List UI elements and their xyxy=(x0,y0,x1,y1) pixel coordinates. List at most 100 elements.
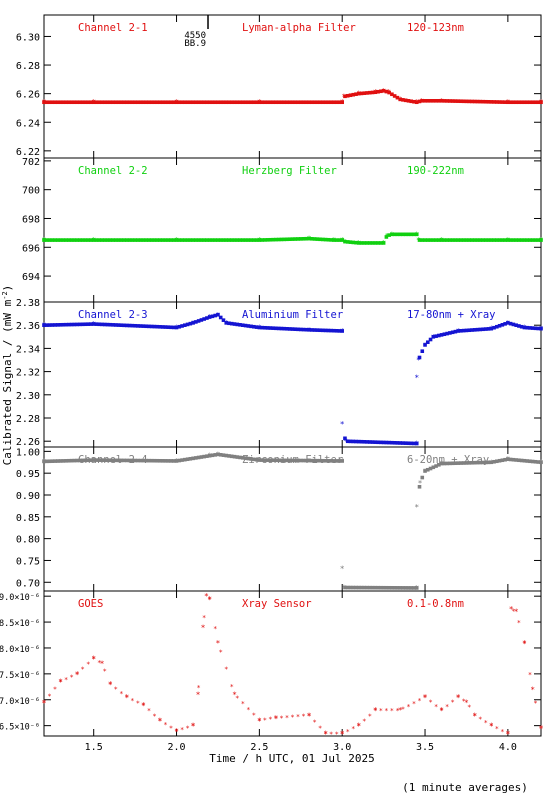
trace-point xyxy=(183,323,187,327)
trace-point: * xyxy=(103,667,107,675)
trace-point: * xyxy=(500,728,504,736)
trace-point xyxy=(108,238,113,242)
trace-point xyxy=(296,100,300,105)
trace-point xyxy=(276,237,281,242)
trace-point: * xyxy=(219,648,223,656)
trace-point xyxy=(329,100,333,105)
trace-point xyxy=(445,331,449,336)
trace-point xyxy=(431,99,436,103)
trace-point xyxy=(420,349,425,354)
trace-point: * xyxy=(279,714,283,722)
data-point: * xyxy=(489,722,494,731)
y-tick-label: 9.0×10⁻⁶ xyxy=(0,593,40,603)
trace-point xyxy=(94,458,99,462)
trace-point xyxy=(486,238,491,242)
trace-point xyxy=(326,100,331,105)
trace-point xyxy=(508,457,513,462)
trace-point xyxy=(511,322,516,327)
trace-point xyxy=(265,238,270,242)
trace-point xyxy=(105,100,110,105)
trace-point xyxy=(417,355,422,360)
trace-point xyxy=(334,100,339,105)
trace-point xyxy=(102,322,107,327)
trace-point xyxy=(158,238,162,242)
trace-point xyxy=(155,100,160,105)
trace-point xyxy=(42,100,46,105)
trace-point xyxy=(298,237,303,241)
trace-point xyxy=(475,460,480,465)
y-tick-label: 0.80 xyxy=(16,535,40,546)
data-point: * xyxy=(509,605,514,614)
trace-point xyxy=(437,333,441,338)
trace-point xyxy=(171,325,176,330)
trace-point xyxy=(301,327,306,332)
trace-point xyxy=(467,99,472,104)
trace-point xyxy=(495,324,499,329)
panel-label: 0.1-0.8nm xyxy=(407,598,464,610)
trace-point: * xyxy=(180,726,184,734)
y-axis-label-end: ) xyxy=(1,285,14,292)
trace-point xyxy=(450,330,455,335)
trace-point xyxy=(379,585,383,590)
trace-point xyxy=(337,238,342,242)
data-point: * xyxy=(373,706,378,715)
trace-point: * xyxy=(141,702,145,710)
trace-point xyxy=(100,238,104,242)
trace-point: * xyxy=(362,717,366,725)
series-trace xyxy=(42,312,543,446)
trace-point xyxy=(459,461,463,465)
trace-point xyxy=(229,321,234,326)
series-points: ***************** xyxy=(42,450,544,593)
trace-point xyxy=(80,100,85,105)
trace-point xyxy=(506,238,510,242)
trace-point xyxy=(78,238,82,242)
trace-point xyxy=(64,322,68,327)
trace-point xyxy=(268,458,273,463)
trace-point: * xyxy=(379,707,383,715)
trace-point xyxy=(202,454,206,459)
data-point: * xyxy=(108,680,113,689)
trace-point xyxy=(310,100,314,105)
trace-point xyxy=(495,100,499,104)
x-tick-label: 4.0 xyxy=(499,742,517,753)
trace-point xyxy=(365,241,369,245)
trace-point xyxy=(188,456,193,461)
trace-point xyxy=(152,458,157,463)
trace-point xyxy=(274,326,278,331)
trace-point xyxy=(152,100,157,105)
trace-point xyxy=(227,238,231,242)
trace-point: * xyxy=(285,714,289,722)
trace-point xyxy=(340,238,344,242)
trace-point: * xyxy=(539,725,543,733)
trace-point xyxy=(423,469,427,473)
trace-point xyxy=(337,100,342,105)
trace-point: * xyxy=(290,714,294,722)
trace-point xyxy=(525,238,529,242)
trace-point xyxy=(205,316,209,320)
trace-point xyxy=(199,238,204,242)
trace-point: * xyxy=(130,697,134,705)
trace-point xyxy=(392,441,397,445)
trace-point xyxy=(130,238,135,242)
trace-point xyxy=(315,458,320,463)
trace-point xyxy=(235,238,240,242)
trace-point xyxy=(445,238,449,242)
trace-point xyxy=(44,238,49,242)
trace-point xyxy=(495,459,499,464)
trace-point xyxy=(191,321,195,325)
y-tick-label: 0.85 xyxy=(16,513,40,524)
trace-point xyxy=(91,322,96,326)
trace-point xyxy=(343,585,347,590)
trace-point: * xyxy=(434,703,438,711)
trace-point: * xyxy=(47,692,51,700)
trace-point xyxy=(337,459,342,463)
trace-point xyxy=(56,323,60,327)
trace-point xyxy=(246,100,251,105)
trace-point xyxy=(265,458,270,462)
trace-point xyxy=(58,100,63,105)
trace-point xyxy=(530,100,535,105)
trace-point xyxy=(442,238,447,242)
trace-point xyxy=(351,240,356,245)
trace-point xyxy=(483,99,488,104)
trace-point xyxy=(252,100,256,105)
